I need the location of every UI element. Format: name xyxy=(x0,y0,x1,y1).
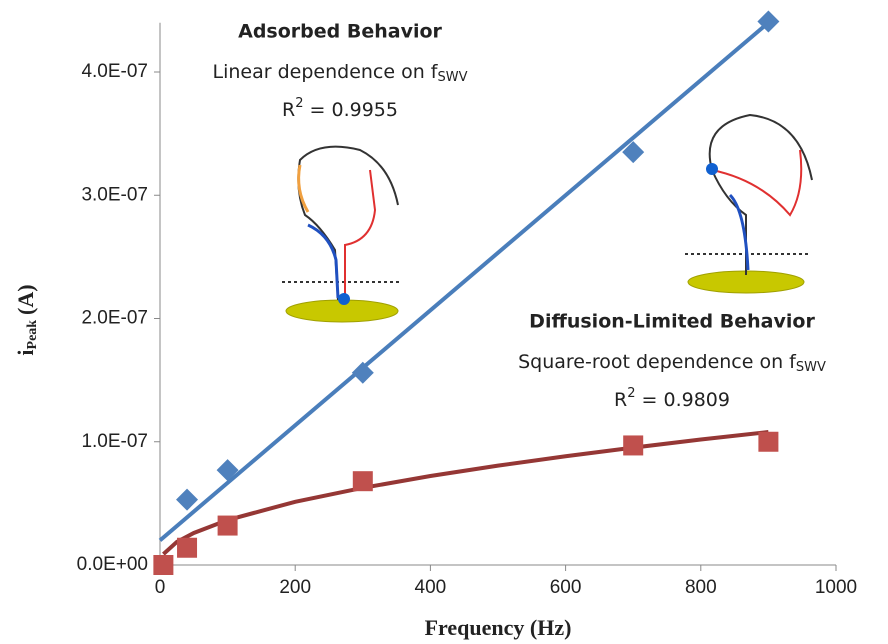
data-point xyxy=(622,141,645,164)
y-tick-label: 3.0E-07 xyxy=(81,184,148,205)
annotation-title: Diffusion-Limited Behavior xyxy=(529,311,815,333)
annotation-stat-sup: 2 xyxy=(627,386,635,401)
data-point xyxy=(351,361,374,384)
annotation-title: Adsorbed Behavior xyxy=(238,21,442,43)
data-point xyxy=(757,10,780,33)
x-tick-label: 0 xyxy=(155,577,166,598)
data-point xyxy=(217,515,238,536)
annotation-stat: R2 = 0.9955 xyxy=(282,96,398,121)
y-tick-label: 2.0E-07 xyxy=(81,308,148,329)
data-point xyxy=(153,555,174,575)
data-point xyxy=(758,431,779,452)
y-axis-title-main: i xyxy=(13,349,38,355)
y-tick-label: 1.0E-07 xyxy=(81,431,148,452)
data-point xyxy=(623,435,644,456)
y-axis-title-sub: Peak xyxy=(25,320,40,350)
annotation-stat-value: = 0.9955 xyxy=(304,99,398,121)
annotation-text-main: Linear dependence on f xyxy=(213,61,439,83)
annotation-stat-r: R xyxy=(614,389,627,411)
x-tick-label: 400 xyxy=(415,577,447,598)
data-point xyxy=(216,459,239,482)
y-tick-label: 0.0E+00 xyxy=(77,554,148,575)
annotation-text-sub: SWV xyxy=(796,360,826,375)
x-tick-label: 1000 xyxy=(815,577,857,598)
aptamer-diagram-diffusion xyxy=(685,113,813,294)
annotation-text: Linear dependence on fSWV xyxy=(213,61,468,85)
annotation-text-main: Square-root dependence on f xyxy=(518,351,797,373)
y-axis-title: iPeak (A) xyxy=(13,284,40,355)
fit-line xyxy=(158,21,770,542)
data-point xyxy=(352,471,373,492)
annotation-stat-value: = 0.9809 xyxy=(636,389,730,411)
x-tick-label: 800 xyxy=(685,577,717,598)
annotation-text: Square-root dependence on fSWV xyxy=(518,351,826,375)
fit-line xyxy=(162,430,769,556)
annotation-stat-sup: 2 xyxy=(295,96,303,111)
aptamer-diagram-adsorbed xyxy=(282,145,402,323)
x-tick-label: 600 xyxy=(550,577,582,598)
x-tick-label: 200 xyxy=(279,577,311,598)
y-axis-title-unit: (A) xyxy=(13,284,38,315)
data-point xyxy=(177,537,198,558)
annotation-stat: R2 = 0.9809 xyxy=(614,386,730,411)
annotation-stat-r: R xyxy=(282,99,295,121)
data-point xyxy=(176,488,199,511)
y-tick-label: 4.0E-07 xyxy=(81,61,148,82)
x-axis-title: Frequency (Hz) xyxy=(425,615,572,640)
annotation-text-sub: SWV xyxy=(438,70,468,85)
